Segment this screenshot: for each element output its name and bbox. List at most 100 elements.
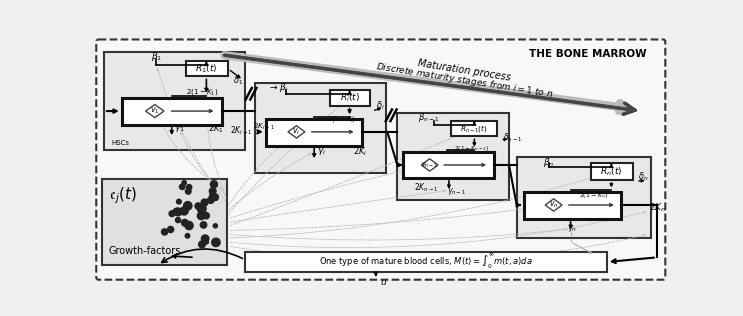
Text: $2(1-K_1)$: $2(1-K_1)$	[186, 87, 218, 97]
Text: THE BONE MARROW: THE BONE MARROW	[529, 50, 646, 59]
FancyArrowPatch shape	[230, 165, 426, 218]
Bar	[516, 157, 652, 238]
Circle shape	[204, 240, 209, 244]
Text: $\delta_{n-1}$: $\delta_{n-1}$	[503, 132, 522, 144]
Circle shape	[195, 203, 201, 209]
Text: $2(1-K_{n-1})$: $2(1-K_{n-1})$	[455, 143, 490, 153]
Text: $2K_n$: $2K_n$	[649, 201, 666, 214]
Circle shape	[175, 217, 181, 223]
Bar	[186, 61, 228, 76]
FancyArrowPatch shape	[230, 154, 311, 209]
Circle shape	[173, 208, 179, 214]
Bar	[104, 52, 245, 150]
Text: $2K_{n-1}$: $2K_{n-1}$	[414, 182, 438, 194]
FancyArrowPatch shape	[229, 100, 347, 213]
Text: $\gamma_n$: $\gamma_n$	[567, 223, 577, 234]
Circle shape	[210, 193, 216, 199]
Circle shape	[185, 222, 193, 230]
FancyArrowPatch shape	[156, 114, 225, 191]
Text: $u$: $u$	[380, 278, 387, 287]
Circle shape	[177, 199, 181, 204]
FancyArrowPatch shape	[230, 130, 471, 226]
Text: One type of mature blood cells, $M(t)=\int_0^{\infty}m(t,a)da$: One type of mature blood cells, $M(t)=\i…	[319, 253, 533, 271]
Circle shape	[180, 184, 185, 190]
Circle shape	[182, 181, 186, 185]
Text: $\delta_1$: $\delta_1$	[233, 74, 244, 87]
Text: HSCs: HSCs	[111, 140, 130, 146]
Text: $R_{n-1}(t)$: $R_{n-1}(t)$	[461, 123, 488, 134]
Text: $v_1$: $v_1$	[150, 106, 160, 116]
Circle shape	[201, 235, 209, 242]
Text: $2(1-K_n)$: $2(1-K_n)$	[580, 191, 609, 200]
Text: $\delta_i$: $\delta_i$	[376, 100, 385, 112]
Polygon shape	[146, 105, 164, 118]
FancyArrowPatch shape	[181, 132, 225, 194]
Circle shape	[198, 204, 206, 213]
Polygon shape	[545, 199, 562, 211]
Text: Discrete maturity stages from $i=1$ to $n$: Discrete maturity stages from $i=1$ to $…	[374, 60, 554, 101]
FancyArrowPatch shape	[230, 173, 608, 238]
FancyArrowPatch shape	[224, 55, 635, 114]
Circle shape	[184, 202, 192, 210]
FancyArrowPatch shape	[230, 211, 646, 248]
Text: $\rightarrow \beta_i$: $\rightarrow \beta_i$	[268, 81, 288, 94]
Bar	[398, 113, 509, 200]
Bar	[330, 90, 371, 106]
Text: Maturation process: Maturation process	[417, 58, 512, 82]
Circle shape	[185, 234, 189, 238]
Circle shape	[186, 185, 192, 190]
Circle shape	[174, 208, 182, 216]
FancyArrowPatch shape	[230, 205, 550, 230]
Circle shape	[169, 211, 175, 216]
Text: Growth-factors: Growth-factors	[108, 246, 181, 256]
Bar	[525, 192, 620, 219]
Polygon shape	[288, 126, 305, 138]
Circle shape	[180, 207, 188, 215]
Bar	[245, 252, 607, 272]
Circle shape	[212, 238, 220, 246]
Bar	[403, 152, 493, 178]
Text: $\gamma_{n-1}$: $\gamma_{n-1}$	[447, 186, 467, 198]
Polygon shape	[421, 159, 438, 171]
Circle shape	[161, 229, 168, 235]
Circle shape	[198, 241, 205, 248]
Text: $\beta_1$: $\beta_1$	[151, 50, 162, 63]
Text: $\delta_n$: $\delta_n$	[638, 170, 649, 183]
Bar	[451, 121, 498, 137]
Bar	[591, 163, 633, 180]
Circle shape	[213, 224, 218, 228]
Circle shape	[201, 222, 207, 228]
FancyArrowPatch shape	[205, 94, 226, 197]
Circle shape	[186, 188, 191, 194]
Text: $2K_{i-1}$: $2K_{i-1}$	[253, 121, 274, 131]
Circle shape	[212, 194, 218, 201]
Text: $\mathfrak{c}_j(t)$: $\mathfrak{c}_j(t)$	[108, 186, 137, 206]
FancyArrowPatch shape	[230, 234, 646, 262]
Text: $\beta_n$: $\beta_n$	[543, 156, 555, 169]
Text: $R_n(t)$: $R_n(t)$	[600, 166, 623, 178]
Circle shape	[181, 219, 188, 226]
Text: $R_1(t)$: $R_1(t)$	[195, 63, 218, 75]
Text: $R_i(t)$: $R_i(t)$	[340, 92, 360, 104]
FancyBboxPatch shape	[97, 40, 665, 280]
Text: $v_n$: $v_n$	[549, 200, 559, 210]
Text: $2K_{i-1}$: $2K_{i-1}$	[230, 124, 253, 137]
Circle shape	[198, 212, 205, 220]
FancyArrowPatch shape	[162, 249, 242, 263]
Circle shape	[210, 181, 218, 188]
Bar	[122, 98, 221, 125]
Text: $\gamma_1$: $\gamma_1$	[174, 123, 185, 134]
Bar	[103, 179, 227, 265]
FancyArrowPatch shape	[224, 55, 627, 111]
Circle shape	[201, 199, 208, 206]
Circle shape	[203, 212, 210, 219]
FancyArrowPatch shape	[224, 55, 635, 114]
Text: $v_{n-1}$: $v_{n-1}$	[421, 161, 438, 170]
FancyArrowPatch shape	[230, 228, 567, 240]
Text: $2K_i$: $2K_i$	[353, 146, 368, 158]
Circle shape	[207, 197, 214, 204]
FancyArrowPatch shape	[230, 190, 445, 222]
Bar	[255, 82, 386, 173]
Circle shape	[210, 188, 216, 194]
FancyArrowPatch shape	[157, 68, 225, 201]
